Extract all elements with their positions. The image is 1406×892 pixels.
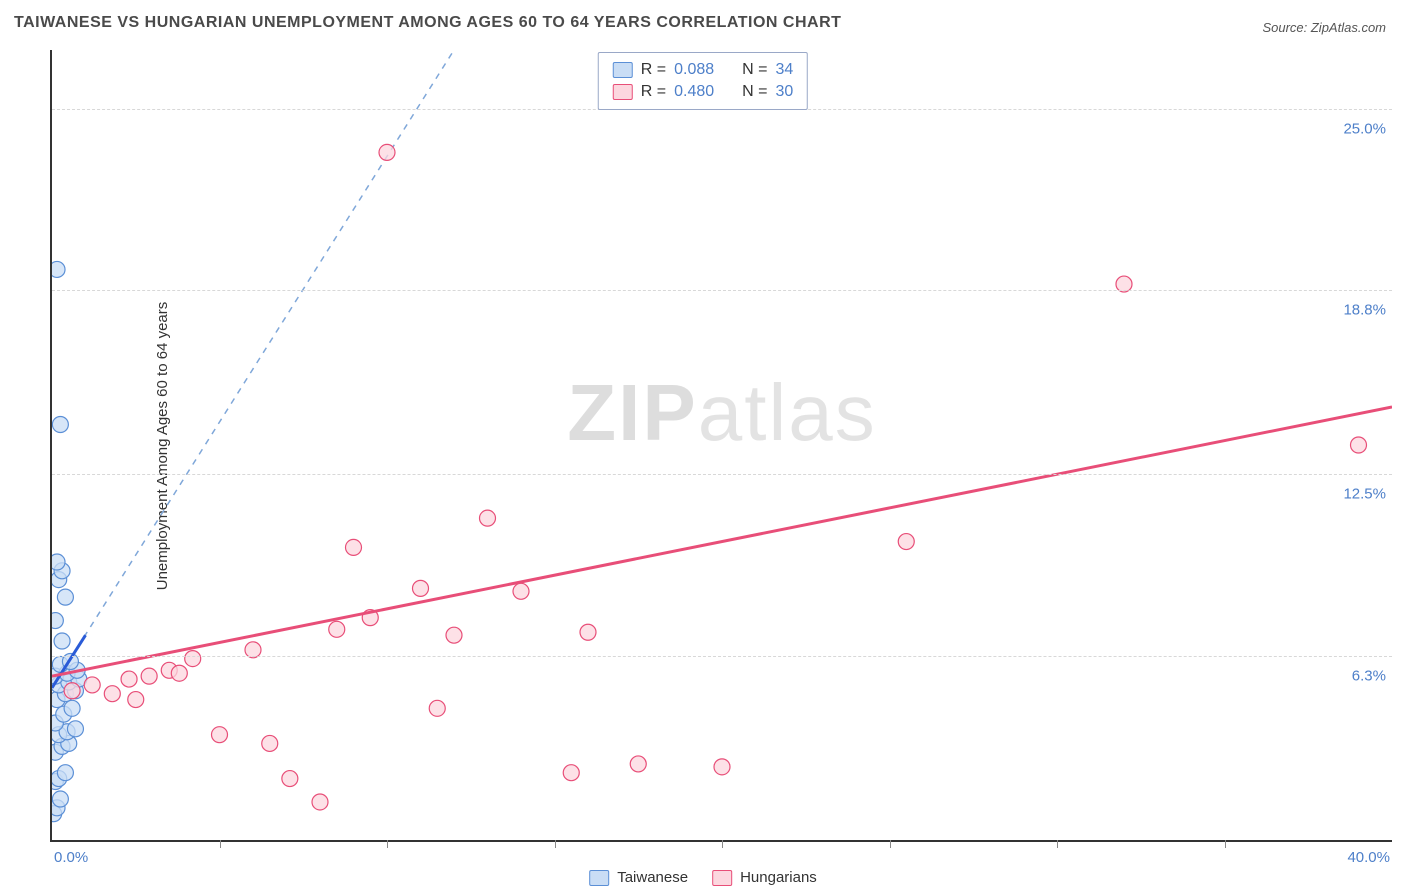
point-hungarians: [64, 683, 80, 699]
point-hungarians: [513, 583, 529, 599]
point-taiwanese: [54, 633, 70, 649]
point-hungarians: [580, 624, 596, 640]
point-hungarians: [563, 765, 579, 781]
legend-item-taiwanese: Taiwanese: [589, 869, 688, 886]
point-hungarians: [212, 727, 228, 743]
x-tick: [722, 840, 723, 848]
n-value-taiwanese: 34: [775, 59, 793, 81]
legend-row-taiwanese: R = 0.088 N = 34: [613, 59, 793, 81]
trendline-hungarians: [52, 407, 1392, 676]
y-tick-label: 25.0%: [1343, 120, 1386, 137]
point-hungarians: [329, 621, 345, 637]
r-label: R =: [641, 59, 666, 81]
point-hungarians: [282, 771, 298, 787]
point-hungarians: [379, 144, 395, 160]
y-tick-label: 12.5%: [1343, 486, 1386, 503]
gridline-h: [52, 656, 1392, 657]
swatch-hungarians-icon: [712, 870, 732, 886]
point-hungarians: [413, 580, 429, 596]
trendline-taiwanese-dashed: [52, 50, 454, 688]
x-tick: [220, 840, 221, 848]
gridline-h: [52, 290, 1392, 291]
legend-item-hungarians: Hungarians: [712, 869, 817, 886]
legend-row-hungarians: R = 0.480 N = 30: [613, 81, 793, 103]
y-tick-label: 18.8%: [1343, 301, 1386, 318]
point-hungarians: [84, 677, 100, 693]
point-hungarians: [480, 510, 496, 526]
swatch-taiwanese-icon: [613, 62, 633, 78]
swatch-taiwanese-icon: [589, 870, 609, 886]
point-hungarians: [128, 692, 144, 708]
point-hungarians: [312, 794, 328, 810]
x-tick: [387, 840, 388, 848]
point-taiwanese: [52, 261, 65, 277]
point-hungarians: [346, 539, 362, 555]
point-hungarians: [171, 665, 187, 681]
n-label: N =: [742, 81, 767, 103]
point-hungarians: [714, 759, 730, 775]
point-hungarians: [429, 700, 445, 716]
point-taiwanese: [52, 417, 68, 433]
point-hungarians: [262, 735, 278, 751]
point-taiwanese: [64, 700, 80, 716]
point-hungarians: [104, 686, 120, 702]
plot-area: ZIPatlas 6.3%12.5%18.8%25.0%0.0%40.0%: [50, 50, 1392, 842]
point-hungarians: [1351, 437, 1367, 453]
point-taiwanese: [52, 554, 65, 570]
y-tick-label: 6.3%: [1352, 667, 1386, 684]
chart-title: TAIWANESE VS HUNGARIAN UNEMPLOYMENT AMON…: [14, 14, 841, 32]
r-value-hungarians: 0.480: [674, 81, 724, 103]
point-taiwanese: [52, 791, 68, 807]
r-label: R =: [641, 81, 666, 103]
n-label: N =: [742, 59, 767, 81]
x-tick: [890, 840, 891, 848]
x-tick-label-min: 0.0%: [54, 849, 88, 866]
point-hungarians: [630, 756, 646, 772]
point-taiwanese: [67, 721, 83, 737]
legend-label-taiwanese: Taiwanese: [617, 869, 688, 886]
swatch-hungarians-icon: [613, 84, 633, 100]
gridline-h: [52, 474, 1392, 475]
point-hungarians: [185, 651, 201, 667]
chart-container: TAIWANESE VS HUNGARIAN UNEMPLOYMENT AMON…: [0, 0, 1406, 892]
x-tick: [1057, 840, 1058, 848]
point-hungarians: [121, 671, 137, 687]
correlation-legend: R = 0.088 N = 34 R = 0.480 N = 30: [598, 52, 808, 110]
point-taiwanese: [52, 613, 63, 629]
point-taiwanese: [57, 765, 73, 781]
plot-svg: [52, 50, 1392, 840]
point-hungarians: [446, 627, 462, 643]
x-tick: [1225, 840, 1226, 848]
x-tick: [555, 840, 556, 848]
point-hungarians: [141, 668, 157, 684]
point-taiwanese: [57, 589, 73, 605]
x-tick-label-max: 40.0%: [1347, 849, 1390, 866]
point-hungarians: [898, 534, 914, 550]
n-value-hungarians: 30: [775, 81, 793, 103]
series-legend: Taiwanese Hungarians: [589, 869, 817, 886]
legend-label-hungarians: Hungarians: [740, 869, 817, 886]
r-value-taiwanese: 0.088: [674, 59, 724, 81]
source-label: Source: ZipAtlas.com: [1262, 20, 1386, 35]
